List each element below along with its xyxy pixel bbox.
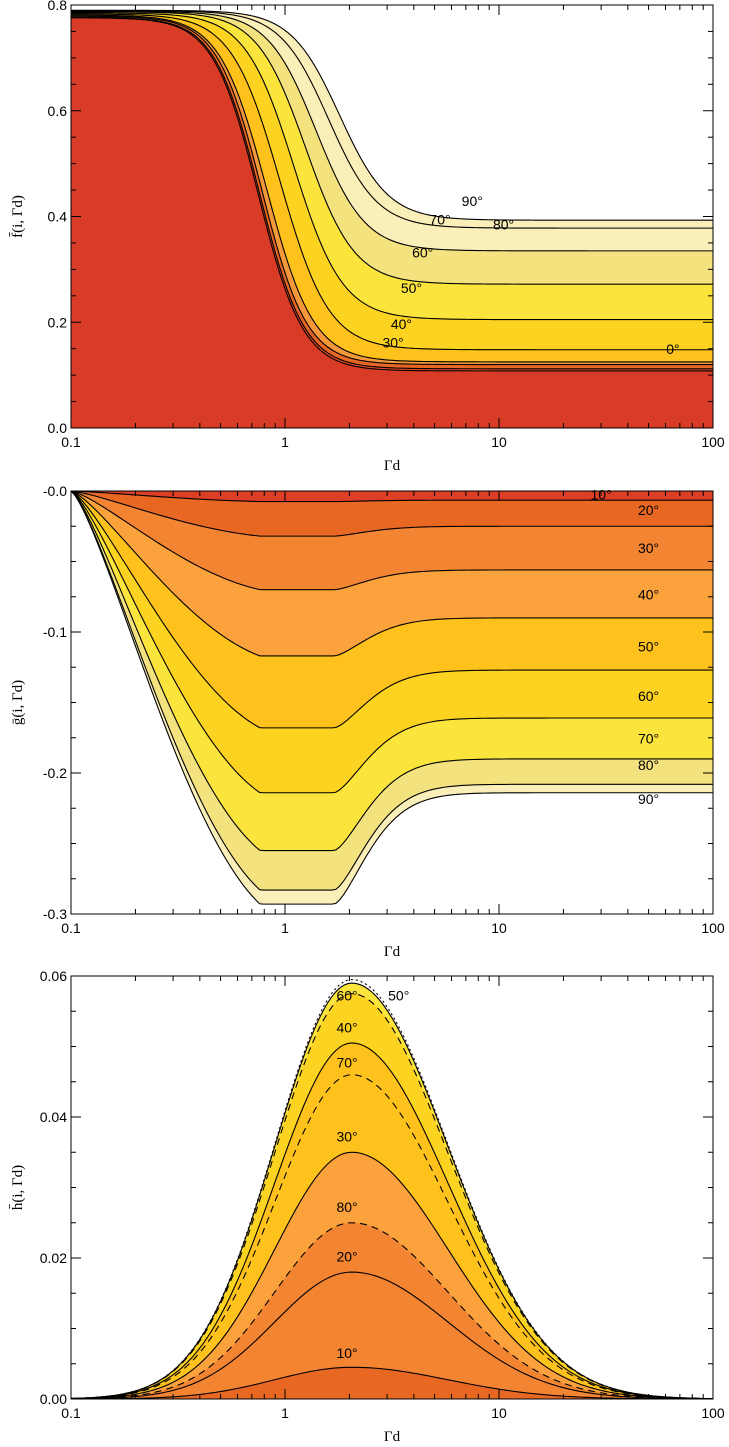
y-tick-label: -0.3 (43, 906, 67, 922)
x-tick-label: 100 (701, 1405, 725, 1421)
x-tick-label: 100 (701, 434, 725, 450)
curve-label: 60° (412, 245, 433, 261)
y-tick-label: 0.00 (40, 1391, 67, 1407)
curve-20deg (71, 15, 713, 366)
x-tick-label: 1 (281, 920, 289, 936)
x-tick-label: 10 (491, 434, 507, 450)
curve-70deg (71, 491, 713, 852)
curve-10deg (71, 1366, 713, 1399)
curve-30deg (71, 1151, 713, 1399)
plot-area (71, 5, 713, 428)
curve-80deg (71, 491, 713, 891)
plot-area (71, 491, 713, 914)
band-20deg (71, 1272, 713, 1399)
y-tick-label: 0.04 (40, 1109, 67, 1125)
curve-10deg (71, 16, 713, 370)
curve-label: 10° (336, 1345, 357, 1361)
y-tick-label: 0.8 (48, 0, 68, 13)
curve-30deg (71, 491, 713, 591)
curve-50deg (71, 12, 713, 321)
y-axis-title: h̄(i, Γd) (10, 1165, 26, 1210)
curve-10deg (71, 491, 713, 503)
curve-80deg (71, 10, 713, 229)
x-axis-title: Γd (384, 1429, 401, 1445)
plot-area (71, 976, 713, 1399)
curve-label: 70° (336, 1055, 357, 1071)
curve-60deg (71, 993, 713, 1399)
curve-label: 40° (391, 316, 412, 332)
curve-50deg (71, 982, 713, 1399)
curve-40deg (71, 1042, 713, 1399)
curve-80deg (71, 1222, 713, 1399)
curve-label: 30° (336, 1129, 357, 1145)
curve-40deg (71, 13, 713, 351)
curve-label: 30° (638, 540, 659, 556)
curve-label: 80° (336, 1199, 357, 1215)
curve-60deg (71, 11, 713, 285)
panel-middle-g-bar: 0.1 1 10 100 -0.3 -0.2 -0.1 -0.0 Γd ḡ(i, Γd) 10° 20… (10, 483, 725, 960)
curve-label: 20° (336, 1249, 357, 1265)
curve-label: 80° (493, 217, 514, 233)
y-tick-label: 0.06 (40, 968, 67, 984)
curve-label: 50° (638, 639, 659, 655)
curve-90deg (71, 491, 713, 905)
curve-90deg (71, 9, 713, 221)
curve-label: 20° (638, 502, 659, 518)
x-tick-label: 100 (701, 920, 725, 936)
curve-30deg (71, 14, 713, 363)
x-axis-title: Γd (384, 458, 401, 474)
x-axis-title: Γd (384, 944, 401, 960)
curve-label: 50° (388, 988, 409, 1004)
curve-0deg (71, 17, 713, 372)
curve-50deg (71, 491, 713, 729)
x-tick-label: 1 (281, 1405, 289, 1421)
curve-20deg (71, 491, 713, 537)
curve-label: 40° (336, 1019, 357, 1035)
curve-label: 50° (401, 280, 422, 296)
curve-label: 30° (383, 335, 404, 351)
x-tick-label: 10 (491, 1405, 507, 1421)
band-90deg (71, 491, 713, 914)
curve-label: 40° (638, 587, 659, 603)
y-tick-label: 0.4 (48, 209, 68, 225)
x-tick-label: 10 (491, 920, 507, 936)
panel-top-f-bar: 0.1 1 10 100 0.0 0.2 0.4 0.6 0.8 Γd f̄(i, Γd) 90° 80… (9, 0, 724, 474)
x-tick-label: 1 (281, 434, 289, 450)
curve-label: 90° (638, 791, 659, 807)
y-axis-title: f̄(i, Γd) (9, 195, 26, 238)
y-tick-label: -0.1 (43, 624, 67, 640)
curve-label: 60° (638, 688, 659, 704)
y-tick-label: 0.2 (48, 314, 68, 330)
panel-bottom-h-bar: 0.1 1 10 100 0.00 0.02 0.04 0.06 Γd h̄(i, Γd) 60° 5… (10, 968, 725, 1445)
y-tick-label: 0.6 (48, 103, 68, 119)
band-10deg (71, 1367, 713, 1399)
curve-label: 0° (666, 341, 679, 357)
x-tick-label: 0.1 (61, 1405, 81, 1421)
curve-60deg (71, 491, 713, 794)
curve-label: 80° (638, 757, 659, 773)
curve-label: 70° (429, 211, 450, 227)
x-tick-label: 0.1 (61, 920, 81, 936)
curve-label: 10° (591, 487, 612, 503)
y-tick-label: 0.02 (40, 1250, 67, 1266)
band-above-90deg (71, 5, 713, 221)
curve-20deg (71, 1271, 713, 1399)
curve-label: 90° (462, 193, 483, 209)
curve-70deg (71, 10, 713, 252)
fill-below-0deg (71, 17, 713, 428)
y-tick-label: 0.0 (48, 420, 68, 436)
band-above-curves (71, 976, 713, 1399)
curve-40deg (71, 491, 713, 657)
curve-label: 70° (638, 730, 659, 746)
y-tick-label: -0.0 (43, 483, 67, 499)
curve-label: 60° (336, 988, 357, 1004)
curve-70deg (71, 1074, 713, 1399)
y-axis-title: ḡ(i, Γd) (10, 680, 26, 725)
x-tick-label: 0.1 (61, 434, 81, 450)
y-tick-label: -0.2 (43, 765, 67, 781)
